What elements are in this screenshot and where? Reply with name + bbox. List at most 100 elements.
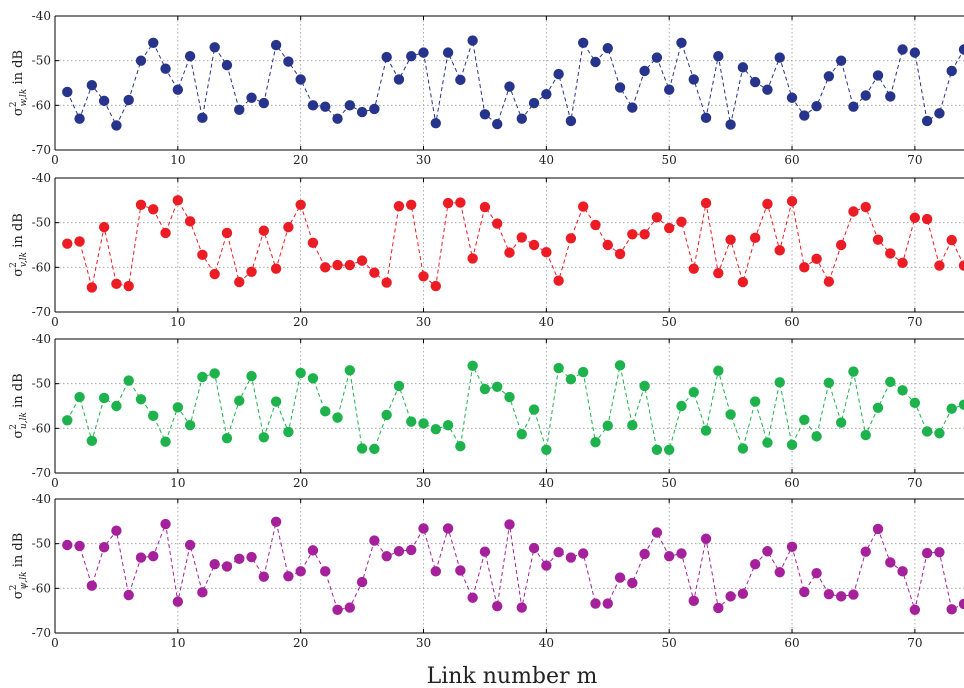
panel-4: 0 10 20 30 40 50 60 70 -70 -60 -50 -40 σ2ψ,lk in dB — [9, 492, 964, 650]
data-point — [737, 443, 749, 454]
data-point — [246, 551, 257, 563]
data-point — [74, 540, 85, 552]
data-point — [320, 262, 331, 273]
data-point — [148, 204, 159, 215]
data-point — [356, 443, 368, 454]
data-point — [295, 74, 306, 85]
series-1 — [62, 360, 964, 455]
series-1 — [62, 516, 964, 615]
data-point — [172, 402, 184, 413]
data-point — [725, 119, 736, 130]
y-axis-label: σ2u,lk in dB — [9, 373, 29, 438]
data-point — [160, 436, 171, 447]
data-point — [86, 282, 98, 293]
data-point — [430, 118, 441, 129]
data-point — [663, 444, 675, 455]
data-point — [455, 441, 466, 452]
data-point — [651, 444, 663, 455]
y-tick-label: -50 — [32, 377, 51, 391]
x-tick-label: 60 — [784, 636, 799, 650]
data-point — [123, 280, 134, 292]
x-tick-label: 20 — [293, 153, 308, 167]
data-point — [541, 444, 552, 455]
data-point — [909, 604, 921, 615]
data-point — [160, 227, 171, 239]
data-point — [762, 437, 773, 448]
data-point — [246, 266, 257, 277]
data-point — [872, 70, 884, 81]
x-tick-label: 20 — [293, 476, 308, 490]
data-point — [320, 101, 331, 112]
data-point — [406, 199, 417, 210]
data-point — [663, 84, 675, 95]
data-point — [590, 219, 601, 231]
data-point — [455, 565, 466, 576]
data-point — [565, 374, 577, 385]
data-point — [934, 260, 945, 271]
data-point — [700, 112, 712, 124]
data-point — [700, 197, 712, 209]
data-point — [344, 602, 356, 613]
data-point — [369, 443, 380, 455]
data-point — [799, 414, 810, 426]
data-point — [835, 591, 847, 602]
data-point — [62, 238, 73, 249]
data-point — [553, 68, 564, 80]
data-point — [258, 432, 270, 443]
data-point — [921, 547, 933, 559]
data-point — [602, 42, 613, 54]
data-point — [492, 601, 503, 612]
x-tick-label: 50 — [662, 153, 677, 167]
data-point — [627, 577, 638, 589]
data-point — [688, 74, 699, 85]
data-point — [283, 221, 294, 233]
data-point — [148, 410, 159, 422]
data-point — [418, 418, 429, 429]
data-point — [713, 602, 724, 614]
data-point — [909, 47, 921, 58]
data-point — [799, 586, 810, 598]
data-point — [725, 409, 736, 420]
data-point — [270, 39, 282, 51]
data-point — [651, 212, 663, 223]
data-point — [111, 400, 122, 412]
x-tick-label: 70 — [907, 636, 922, 650]
data-point — [418, 271, 429, 282]
data-point — [369, 267, 380, 278]
data-point — [762, 198, 773, 210]
data-point — [848, 589, 859, 600]
data-point — [774, 52, 785, 63]
data-point — [160, 63, 171, 74]
data-point — [541, 246, 552, 258]
data-point — [614, 248, 626, 260]
data-point — [590, 598, 601, 609]
data-point — [209, 368, 220, 379]
data-point — [578, 548, 589, 559]
data-point — [332, 113, 343, 124]
data-point — [197, 587, 208, 598]
data-point — [98, 221, 110, 233]
data-point — [123, 94, 134, 106]
data-point — [627, 102, 638, 113]
data-point — [479, 383, 491, 395]
data-point — [565, 233, 577, 244]
data-point — [455, 74, 466, 86]
data-point — [885, 91, 896, 102]
data-point — [135, 394, 147, 405]
data-point — [688, 386, 699, 398]
data-point — [356, 106, 368, 118]
data-point — [528, 542, 540, 554]
data-point — [749, 396, 761, 407]
data-point — [62, 539, 73, 551]
data-point — [848, 206, 859, 217]
x-tick-label: 30 — [416, 476, 431, 490]
data-point — [209, 42, 220, 53]
data-point — [823, 276, 835, 287]
x-tick-label: 0 — [51, 315, 59, 329]
x-tick-label: 40 — [539, 636, 554, 650]
data-point — [725, 234, 736, 245]
data-point — [344, 365, 356, 376]
data-point — [602, 239, 613, 251]
data-point — [467, 35, 478, 46]
